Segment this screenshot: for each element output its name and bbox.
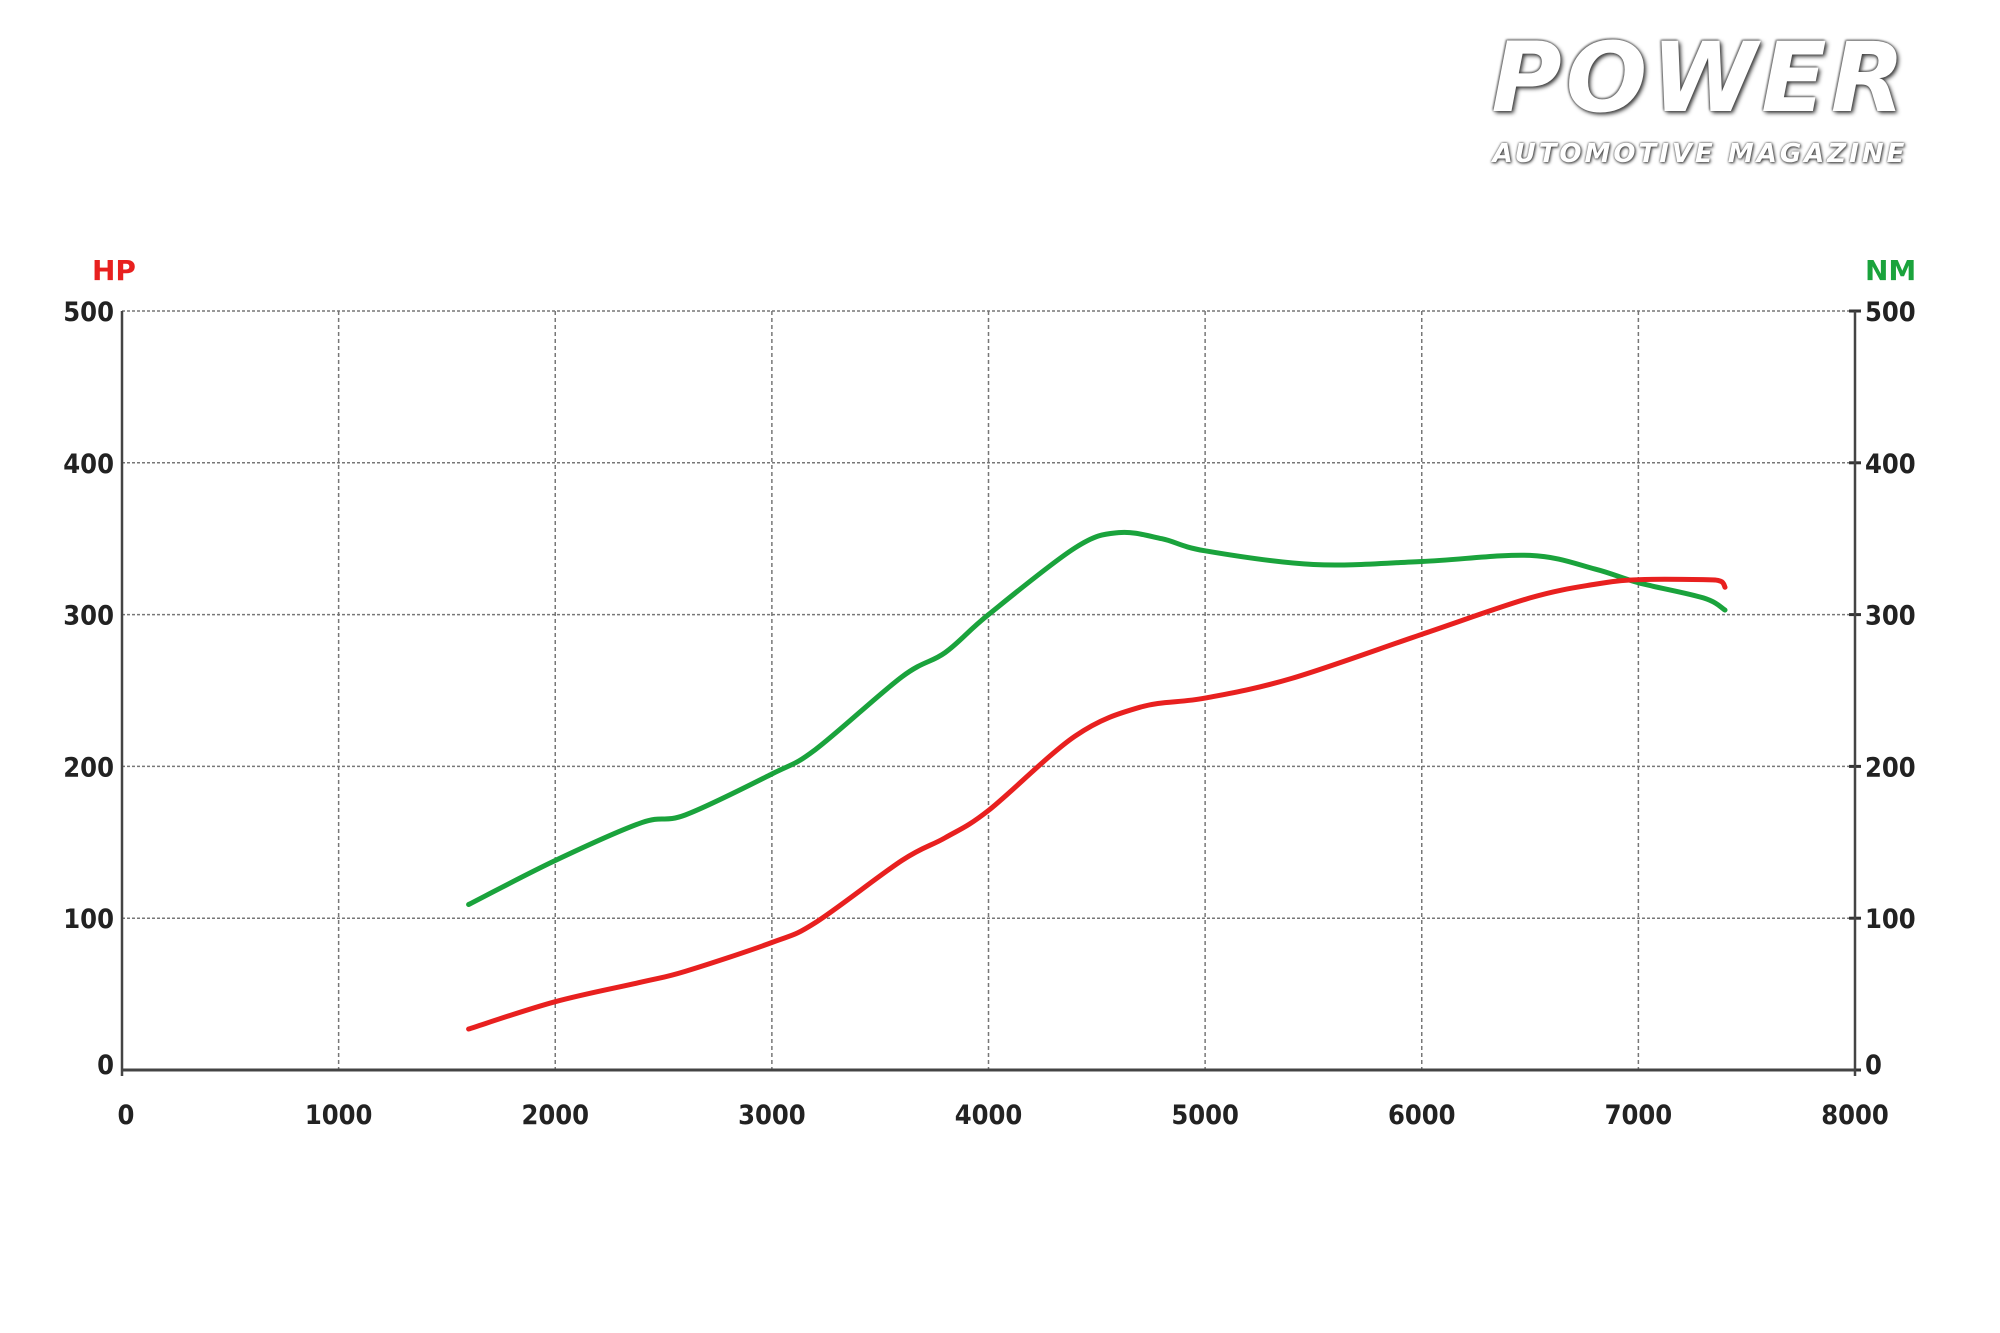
tick-labels: 0 1000 2000 3000 4000 5000 6000 7000 80000100200… [63, 297, 1915, 1131]
y-tick-label-right: 400 [1865, 449, 1916, 480]
x-tick-label: 6000 [1388, 1100, 1456, 1131]
x-tick-label: 1000 [305, 1100, 373, 1131]
y-tick-label-left: 200 [63, 752, 114, 783]
y-tick-label-left: 500 [63, 297, 114, 328]
axes [120, 309, 1861, 1076]
x-tick-label: 8000 [1821, 1100, 1889, 1131]
y-tick-label-left: 100 [63, 904, 114, 935]
y-tick-label-left: 0 [97, 1050, 114, 1081]
grid [122, 310, 1855, 1070]
logo-subtitle: AUTOMOTIVE MAGAZINE [1492, 139, 1908, 169]
y-tick-label-left: 400 [63, 449, 114, 480]
y-tick-label-right: 100 [1865, 904, 1916, 935]
x-tick-label: 3000 [738, 1100, 806, 1131]
series-lines [466, 529, 1728, 1032]
power-magazine-logo: POWER AUTOMOTIVE MAGAZINE [1430, 30, 1970, 180]
logo-title: POWER [1491, 22, 1909, 134]
hp-curve [466, 576, 1728, 1032]
x-tick-label: 4000 [955, 1100, 1023, 1131]
y-tick-label-right: 300 [1865, 601, 1916, 632]
x-tick-label: 2000 [521, 1100, 589, 1131]
y-axis-right-label: NM [1865, 254, 1916, 287]
y-tick-label-right: 500 [1865, 297, 1916, 328]
y-tick-label-left: 300 [63, 601, 114, 632]
x-tick-label: 7000 [1605, 1100, 1673, 1131]
y-tick-label-right: 200 [1865, 752, 1916, 783]
x-tick-label: 0 [118, 1100, 135, 1131]
y-tick-label-right: 0 [1865, 1050, 1882, 1081]
nm-curve [466, 529, 1728, 908]
y-axis-left-label: HP [92, 254, 136, 287]
x-tick-label: 5000 [1171, 1100, 1239, 1131]
